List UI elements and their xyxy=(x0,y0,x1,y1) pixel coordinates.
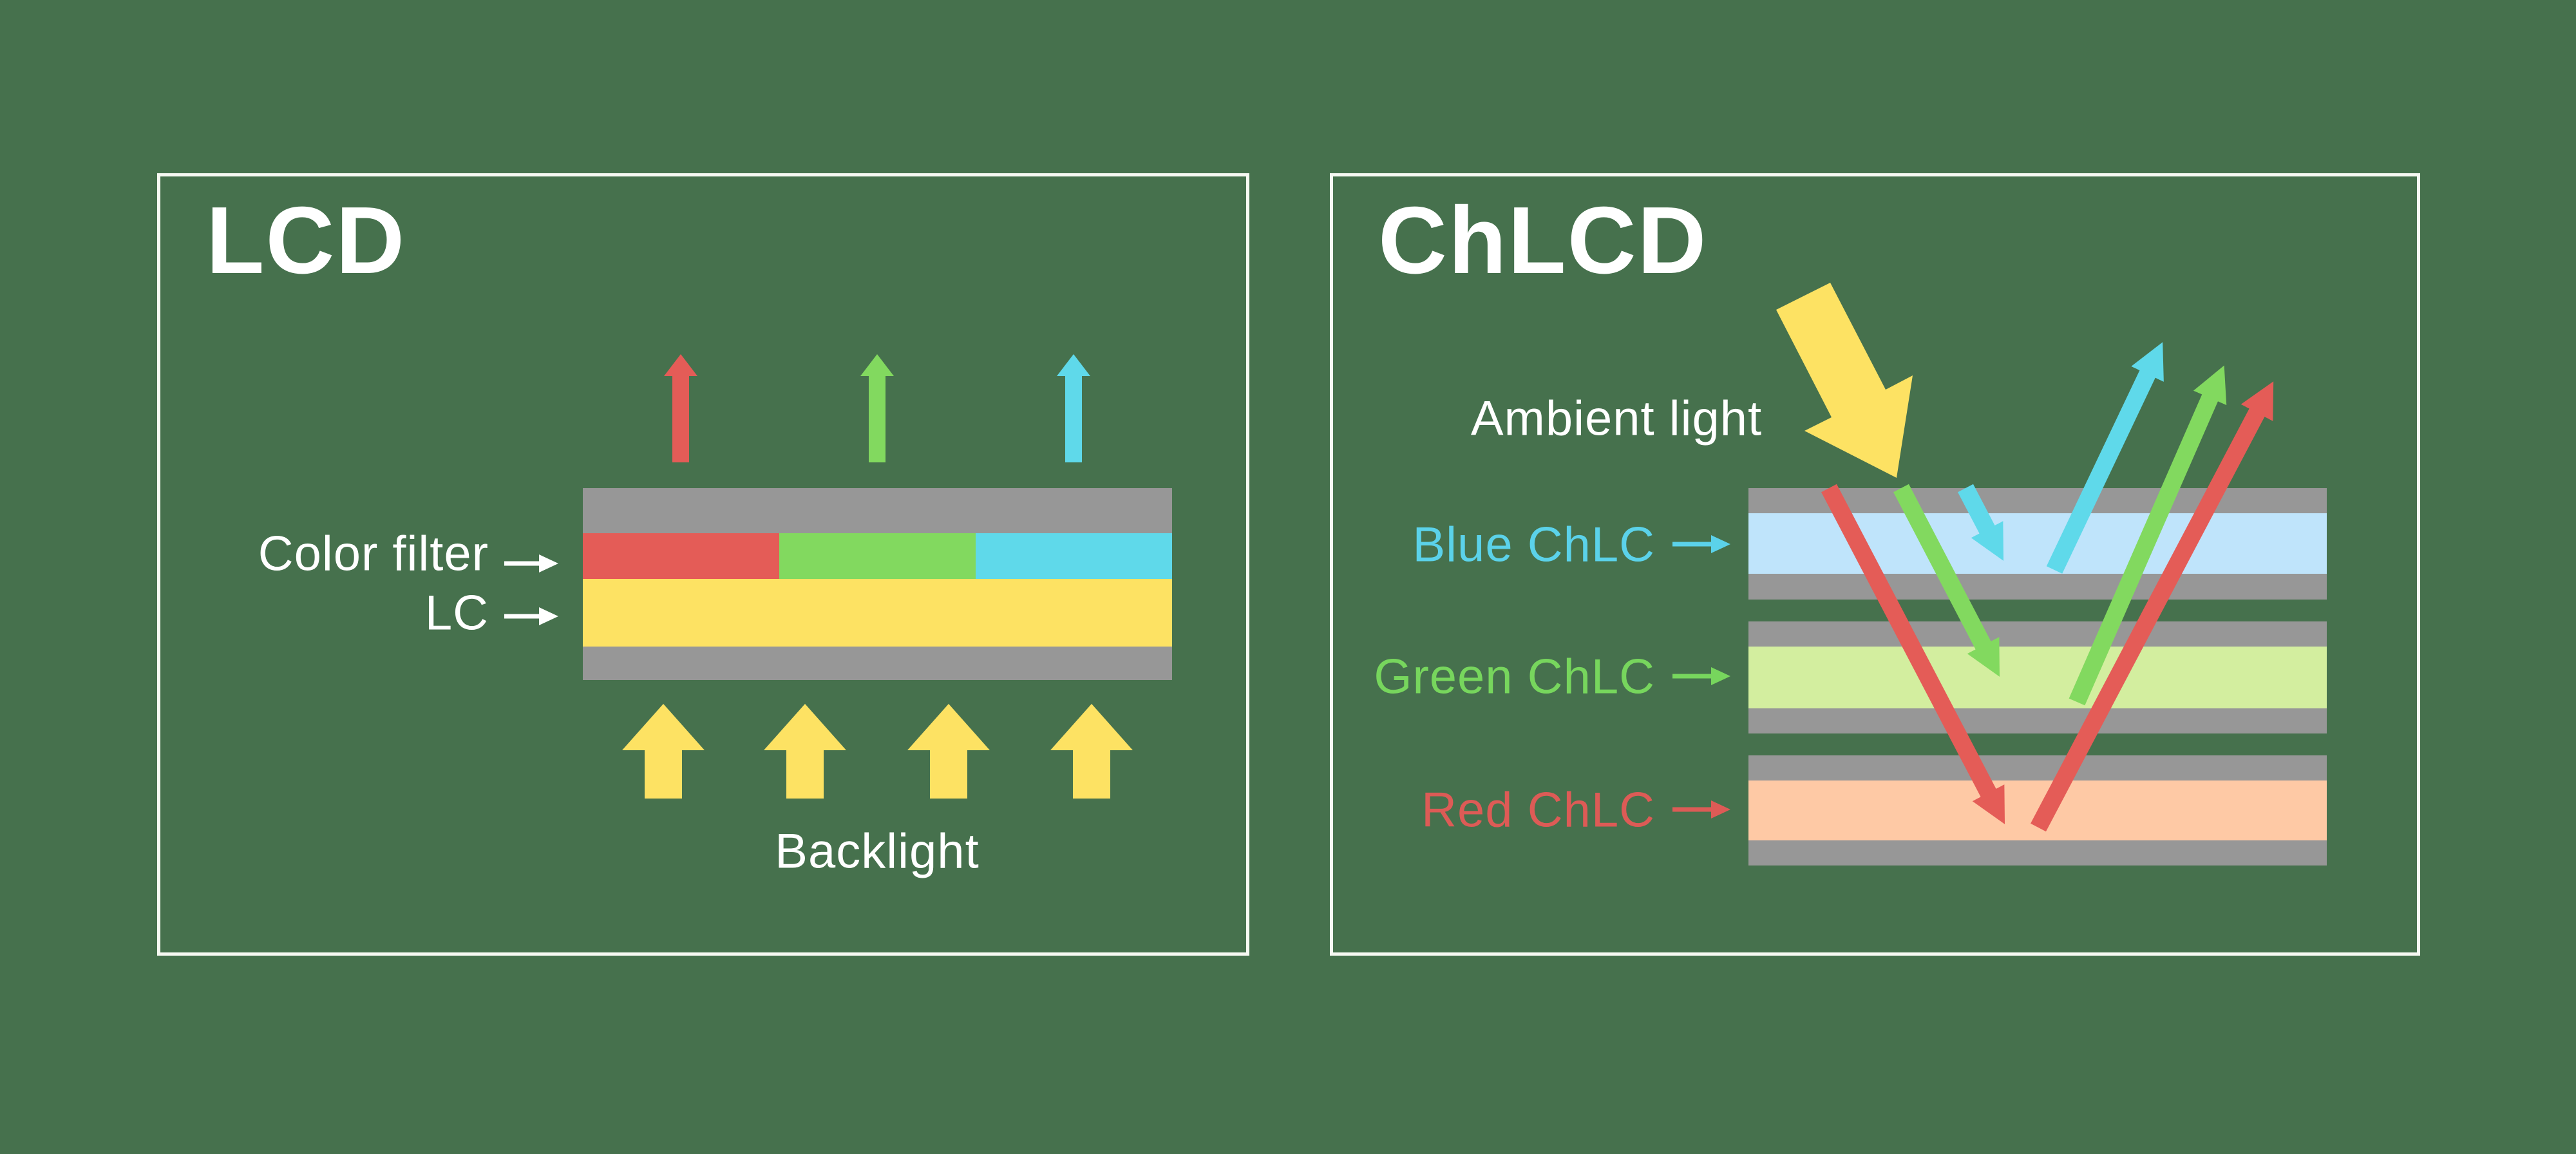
blue-strip-bottom-substrate xyxy=(1748,574,2327,600)
lcd-label-arrows xyxy=(504,554,558,625)
lcd-panel-frame xyxy=(157,173,1249,956)
chlc-label-arrows xyxy=(1672,535,1730,818)
color-filter-red-segment xyxy=(583,533,779,579)
chlcd-panel-frame xyxy=(1330,173,2420,956)
green-incident-ray-icon xyxy=(1893,484,2000,677)
green-chlc-layer xyxy=(1748,647,2327,708)
color-filter-blue-segment xyxy=(976,533,1172,579)
color-filter-label: Color filter xyxy=(258,526,489,582)
red-reflected-ray-icon xyxy=(2031,381,2274,832)
red-chlc-label: Red ChLC xyxy=(1421,782,1655,838)
green-strip-top-substrate xyxy=(1748,621,2327,647)
lc-layer xyxy=(583,579,1172,647)
lcd-stack xyxy=(583,488,1172,680)
lcd-top-glass-layer xyxy=(583,488,1172,533)
blue-chlc-layer xyxy=(1748,513,2327,574)
backlight-label: Backlight xyxy=(775,824,980,879)
transmitted-light-arrows xyxy=(664,354,1090,462)
backlight-arrows xyxy=(622,704,1133,799)
red-strip-top-substrate xyxy=(1748,755,2327,780)
ambient-light-arrow-icon xyxy=(1776,283,1913,478)
chlcd-title: ChLCD xyxy=(1378,187,1708,294)
red-strip-bottom-substrate xyxy=(1748,840,2327,866)
lcd-title: LCD xyxy=(206,187,406,294)
blue-chlc-label: Blue ChLC xyxy=(1412,517,1655,572)
incident-rays xyxy=(1821,484,2005,824)
reflected-rays xyxy=(2031,342,2274,832)
blue-incident-ray-icon xyxy=(1958,484,2004,561)
green-chlc-strip xyxy=(1748,621,2327,733)
red-incident-ray-icon xyxy=(1821,484,2005,824)
green-chlc-label: Green ChLC xyxy=(1374,649,1655,705)
lc-label: LC xyxy=(424,585,489,641)
blue-reflected-ray-icon xyxy=(2046,342,2164,574)
ambient-light-label: Ambient light xyxy=(1470,391,1763,446)
green-reflected-ray-icon xyxy=(2069,365,2227,706)
green-strip-bottom-substrate xyxy=(1748,708,2327,733)
color-filter-green-segment xyxy=(779,533,976,579)
lcd-bottom-glass-layer xyxy=(583,647,1172,680)
